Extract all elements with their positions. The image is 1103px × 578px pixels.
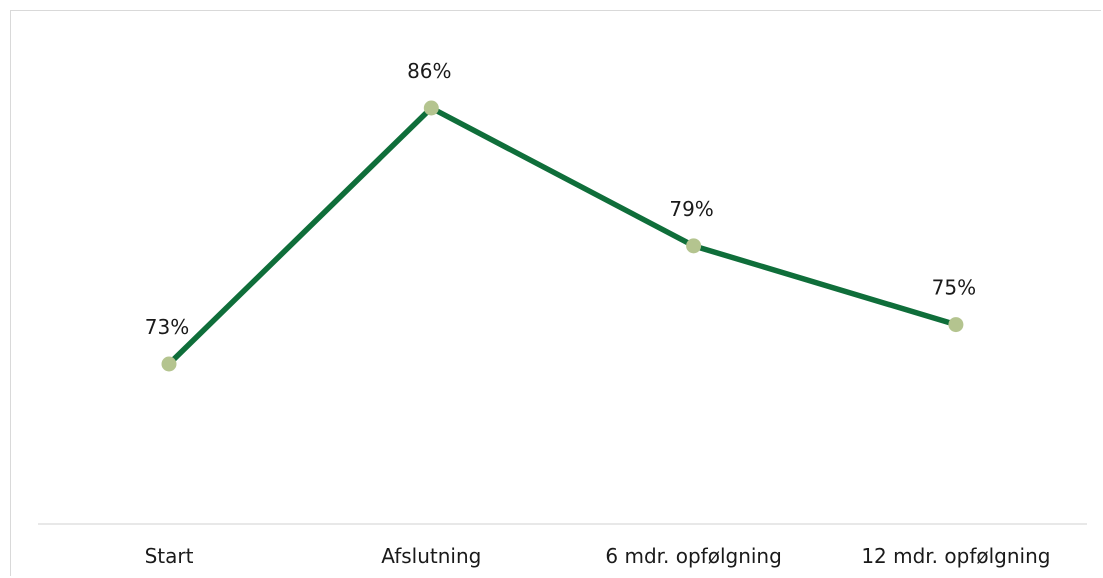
data-label: 79% [669, 197, 713, 221]
series-line [166, 105, 959, 367]
data-point-marker [161, 356, 177, 372]
x-tick-label: 12 mdr. opfølgning [861, 544, 1050, 568]
data-label: 73% [145, 315, 189, 339]
x-tick-label: 6 mdr. opfølgning [605, 544, 781, 568]
label-layer: 73% 86% 79% 75% [145, 59, 976, 339]
x-tick-label: Afslutning [381, 544, 481, 568]
series-layer [161, 100, 964, 372]
data-point-marker [948, 317, 964, 333]
axis-layer: Start Afslutning 6 mdr. opfølgning 12 mdr. … [38, 523, 1087, 568]
data-label: 75% [932, 276, 976, 300]
data-label: 86% [407, 59, 451, 83]
data-point-marker [686, 238, 702, 254]
data-point-marker [423, 100, 439, 116]
x-tick-label: Start [145, 544, 194, 568]
chart-frame [10, 10, 1101, 576]
